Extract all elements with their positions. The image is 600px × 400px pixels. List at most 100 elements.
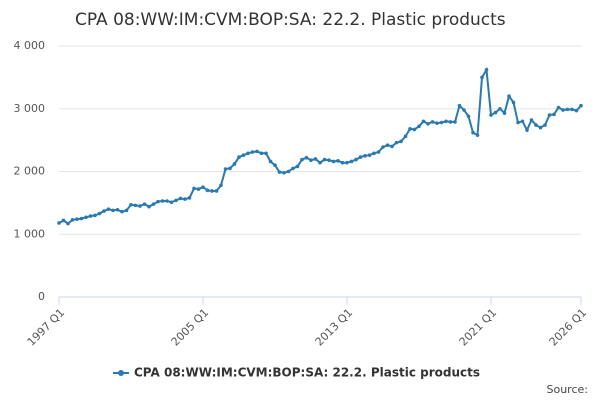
point: [489, 113, 493, 117]
point: [196, 187, 201, 191]
point: [223, 167, 228, 171]
x-tick-label: 2026 Q1: [547, 306, 590, 349]
point: [129, 202, 133, 207]
point: [439, 120, 444, 125]
point: [354, 157, 358, 162]
point: [417, 124, 421, 129]
point: [291, 166, 295, 171]
point: [430, 120, 435, 124]
point: [574, 108, 579, 113]
point: [309, 158, 313, 163]
point: [322, 157, 327, 162]
point: [241, 153, 246, 157]
point: [372, 151, 376, 156]
y-tick-label: 3 000: [14, 102, 46, 115]
point: [156, 199, 160, 204]
point: [210, 189, 214, 193]
point: [466, 114, 471, 119]
point: [516, 120, 520, 125]
point: [525, 128, 529, 132]
point: [277, 170, 282, 174]
y-tick-label: 4 000: [14, 39, 46, 52]
point: [394, 140, 399, 145]
point: [412, 127, 417, 132]
point: [97, 211, 102, 216]
point: [534, 123, 538, 127]
point: [444, 119, 448, 124]
point: [84, 215, 88, 220]
point: [421, 119, 426, 124]
point: [448, 120, 453, 124]
point: [246, 151, 250, 156]
point: [160, 199, 165, 203]
point: [93, 213, 97, 218]
y-tick-label: 0: [38, 290, 45, 303]
point: [228, 166, 232, 171]
point: [507, 94, 511, 98]
point: [484, 68, 489, 72]
point: [520, 119, 525, 124]
point: [304, 155, 309, 160]
point: [399, 139, 403, 144]
point: [219, 183, 223, 188]
point: [435, 121, 439, 125]
point: [565, 107, 570, 112]
point: [88, 214, 93, 218]
point: [318, 160, 322, 165]
chart-title: CPA 08:WW:IM:CVM:BOP:SA: 22.2. Plastic p…: [75, 10, 506, 30]
point: [493, 110, 498, 115]
legend-marker: [118, 370, 124, 376]
point: [169, 200, 174, 205]
point: [349, 159, 354, 164]
point: [201, 185, 205, 189]
point: [286, 169, 291, 174]
source-label: Source:: [547, 383, 589, 396]
point: [282, 170, 286, 175]
point: [205, 188, 210, 193]
point: [552, 112, 556, 117]
point: [453, 120, 457, 124]
point: [264, 151, 268, 156]
point: [115, 207, 120, 212]
point: [61, 218, 66, 223]
point: [106, 207, 111, 211]
point: [475, 133, 480, 137]
point: [183, 197, 187, 201]
point: [471, 130, 475, 135]
point: [111, 208, 115, 213]
point: [498, 106, 502, 111]
point: [543, 123, 547, 127]
x-tick-label: 2005 Q1: [169, 306, 212, 349]
point: [300, 157, 304, 162]
series-line: [58, 66, 582, 225]
point: [363, 154, 367, 158]
point: [462, 108, 466, 112]
point: [165, 199, 169, 203]
point: [124, 208, 129, 213]
point: [250, 150, 255, 154]
point: [570, 107, 574, 112]
point: [340, 160, 345, 165]
point: [426, 122, 430, 126]
point: [178, 196, 183, 201]
point: [142, 202, 147, 206]
point: [147, 204, 151, 209]
x-tick-label: 2013 Q1: [313, 306, 356, 349]
point: [331, 159, 336, 164]
point: [367, 153, 372, 157]
point: [214, 189, 219, 193]
point: [511, 100, 516, 105]
point: [457, 103, 462, 108]
point: [579, 103, 583, 108]
point: [313, 157, 318, 161]
point: [502, 111, 507, 115]
point: [232, 162, 237, 166]
point: [529, 118, 534, 122]
point: [295, 164, 300, 169]
point: [174, 198, 178, 203]
point: [57, 221, 61, 225]
point: [381, 145, 385, 149]
point: [151, 202, 156, 206]
y-tick-label: 1 000: [14, 227, 46, 240]
